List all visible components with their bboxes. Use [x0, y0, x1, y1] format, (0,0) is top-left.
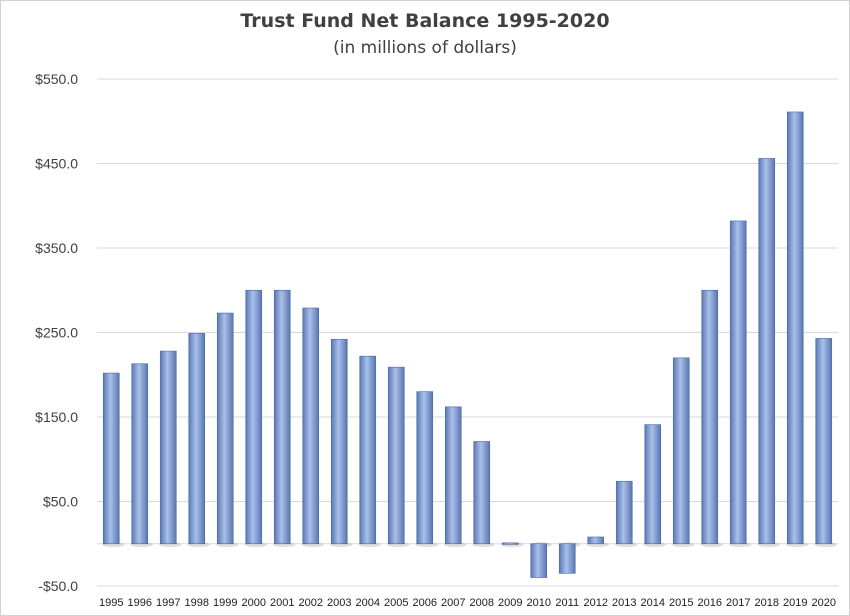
x-tick-label: 2020 — [812, 597, 836, 609]
x-tick-label: 2011 — [555, 597, 579, 609]
x-tick-label: 2006 — [413, 597, 437, 609]
x-tick-label: 2016 — [698, 597, 722, 609]
bar-2015 — [672, 357, 690, 545]
y-tick-label: $350.0 — [35, 240, 78, 256]
x-tick-label: 1998 — [185, 597, 209, 609]
y-tick-label: -$50.0 — [38, 578, 78, 594]
bar-1996 — [131, 363, 149, 545]
x-tick-label: 2012 — [584, 597, 608, 609]
bar-2018 — [758, 158, 776, 545]
bar-2011 — [558, 543, 576, 574]
x-tick-label: 2015 — [669, 597, 693, 609]
bar-1995 — [102, 372, 120, 545]
x-tick-label: 2003 — [327, 597, 351, 609]
bar-1999 — [216, 312, 234, 545]
bar-2013 — [615, 480, 633, 545]
bar-2002 — [302, 307, 320, 545]
bar-2010 — [530, 543, 548, 578]
x-tick-label: 2017 — [726, 597, 750, 609]
y-axis-ticks: -$50.0 $50.0 $150.0 $250.0 $350.0 $450.0 $550.… — [35, 71, 78, 594]
x-tick-label: 2005 — [384, 597, 408, 609]
x-tick-label: 1996 — [128, 597, 152, 609]
bar-2001 — [273, 289, 291, 545]
x-tick-label: 1995 — [99, 597, 123, 609]
bar-2006 — [416, 391, 434, 545]
x-tick-label: 2013 — [612, 597, 636, 609]
x-tick-label: 1997 — [156, 597, 180, 609]
bar-2017 — [729, 220, 747, 545]
y-tick-label: $550.0 — [35, 71, 78, 87]
chart-subtitle: (in millions of dollars) — [333, 38, 517, 58]
bar-1997 — [159, 350, 177, 545]
bar-2008 — [473, 441, 491, 545]
x-tick-label: 2004 — [356, 597, 380, 609]
x-tick-label: 2018 — [755, 597, 779, 609]
y-tick-label: $450.0 — [35, 156, 78, 172]
bar-2020 — [815, 338, 833, 545]
bar-2016 — [701, 289, 719, 545]
bars — [102, 111, 833, 578]
x-tick-label: 2008 — [470, 597, 494, 609]
x-tick-label: 2001 — [270, 597, 294, 609]
x-tick-label: 2009 — [498, 597, 522, 609]
gridlines — [97, 78, 838, 587]
bar-2003 — [330, 338, 348, 545]
x-tick-label: 2002 — [299, 597, 323, 609]
x-tick-label: 2007 — [441, 597, 465, 609]
bar-2004 — [359, 355, 377, 545]
x-tick-label: 2019 — [783, 597, 807, 609]
bar-2014 — [644, 424, 662, 545]
bar-2019 — [786, 111, 804, 545]
x-tick-label: 1999 — [213, 597, 237, 609]
bar-shadows — [102, 542, 837, 548]
x-tick-label: 2000 — [242, 597, 266, 609]
y-tick-label: $50.0 — [43, 494, 78, 510]
bar-2005 — [387, 366, 405, 545]
x-tick-label: 2014 — [641, 597, 665, 609]
bar-2000 — [245, 289, 263, 545]
bar-2009 — [501, 542, 519, 545]
bar-1998 — [188, 333, 206, 545]
y-tick-label: $250.0 — [35, 325, 78, 341]
bar-2012 — [587, 536, 605, 545]
y-tick-label: $150.0 — [35, 409, 78, 425]
chart-title: Trust Fund Net Balance 1995-2020 — [240, 10, 610, 32]
bar-2007 — [444, 406, 462, 545]
x-axis-ticks: 1995 1996 1997 1998 1999 2000 2001 2002 2003 2004… — [99, 597, 836, 609]
x-tick-label: 2010 — [527, 597, 551, 609]
